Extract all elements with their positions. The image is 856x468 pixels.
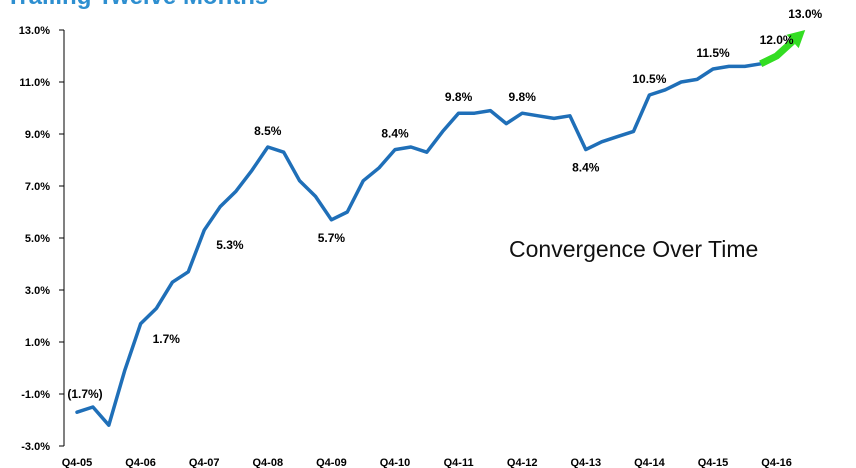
chart-title: Trailing Twelve Months	[6, 0, 268, 10]
projection-arrow-head	[786, 30, 806, 49]
y-tick-label: 13.0%	[19, 25, 50, 37]
x-tick-label: Q4-14	[634, 457, 665, 468]
x-tick-label: Q4-11	[444, 457, 474, 468]
chart-annotation: Convergence Over Time	[509, 236, 758, 262]
x-tick-label: Q4-16	[761, 457, 792, 468]
data-labels: (1.7%) 1.7% 5.3% 8.5% 5.7% 8.4% 9.8% 9.8% 8.4% 10…	[67, 7, 822, 401]
data-label: 10.5%	[632, 72, 666, 86]
x-tick-label: Q4-08	[253, 457, 284, 468]
y-tick-label: 1.0%	[25, 337, 50, 349]
y-tick-label: 9.0%	[25, 129, 50, 141]
data-label: 11.5%	[696, 46, 730, 60]
data-label: 9.8%	[445, 90, 473, 104]
y-axis: 13.0% 11.0% 9.0% 7.0% 5.0% 3.0% 1.0% -1.0% -3.0%	[19, 25, 64, 453]
x-tick-label: Q4-13	[571, 457, 602, 468]
x-axis: Q4-05 Q4-06 Q4-07 Q4-08 Q4-09 Q4-10 Q4-11 Q4-12…	[62, 457, 792, 468]
x-tick-label: Q4-05	[62, 457, 93, 468]
series-layer	[75, 30, 806, 427]
y-tick-label: 7.0%	[25, 181, 50, 193]
data-label: 9.8%	[509, 90, 537, 104]
y-tick-label: 11.0%	[19, 77, 50, 89]
x-tick-label: Q4-15	[698, 457, 729, 468]
y-tick-label: -3.0%	[21, 441, 50, 453]
x-tick-label: Q4-09	[316, 457, 347, 468]
series-line	[75, 62, 763, 427]
data-label: 1.7%	[153, 332, 181, 346]
data-label: 8.5%	[254, 124, 282, 138]
data-label: 12.0%	[760, 33, 794, 47]
x-tick-label: Q4-07	[189, 457, 220, 468]
data-label: 5.3%	[216, 238, 244, 252]
data-label: 13.0%	[788, 7, 822, 21]
x-tick-label: Q4-10	[380, 457, 411, 468]
y-tick-label: 3.0%	[25, 285, 50, 297]
x-tick-label: Q4-06	[125, 457, 156, 468]
data-label: (1.7%)	[67, 387, 102, 401]
y-tick-label: 5.0%	[25, 233, 50, 245]
data-label: 8.4%	[572, 161, 600, 175]
projection-arrow-line	[759, 38, 795, 67]
data-label: 5.7%	[318, 231, 346, 245]
data-label: 8.4%	[381, 127, 409, 141]
x-tick-label: Q4-12	[507, 457, 538, 468]
y-tick-label: -1.0%	[21, 389, 50, 401]
